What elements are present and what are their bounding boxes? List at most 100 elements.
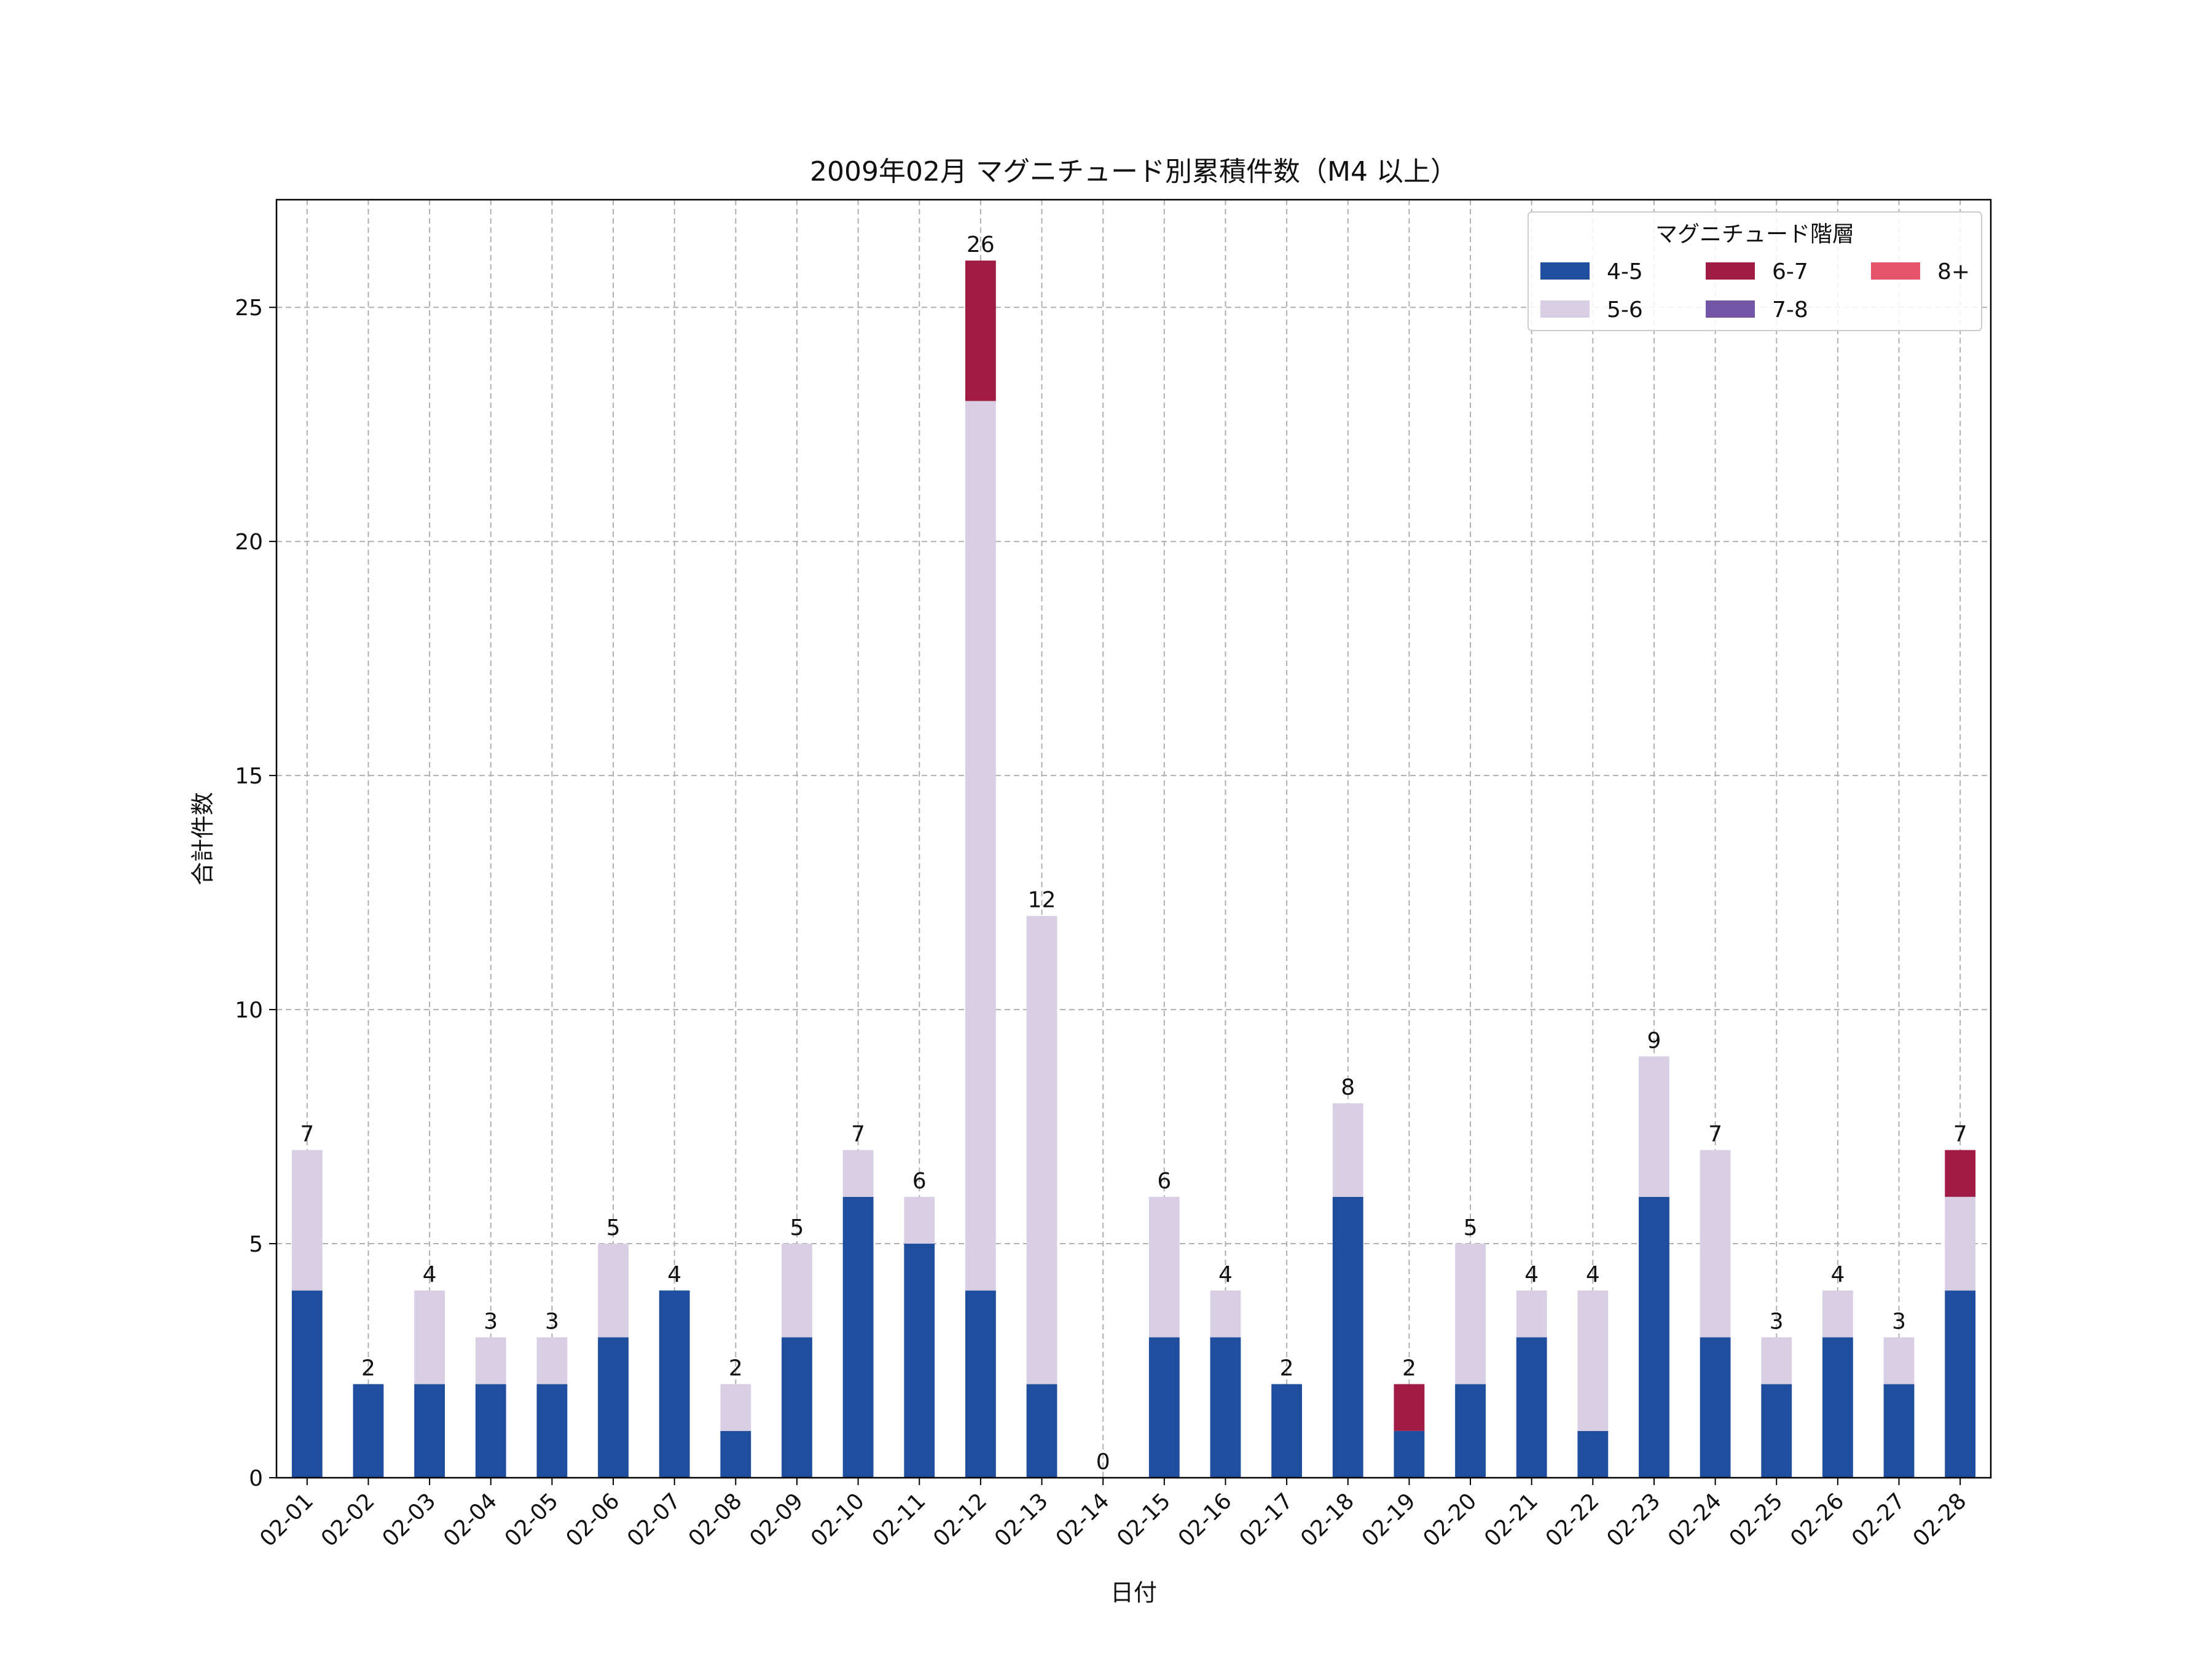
bar-total-label: 4: [423, 1262, 437, 1287]
bar-segment-6-7: [965, 261, 996, 401]
legend-label-7-8: 7-8: [1772, 297, 1808, 323]
bar-segment-4-5: [1945, 1290, 1976, 1478]
legend-swatch-6-7: [1706, 262, 1755, 280]
bar-segment-4-5: [414, 1384, 445, 1478]
bar-segment-5-6: [414, 1290, 445, 1384]
bar-segment-4-5: [1700, 1337, 1731, 1478]
legend-label-5-6: 5-6: [1607, 297, 1643, 323]
bar-total-label: 2: [1280, 1356, 1294, 1381]
legend-swatch-7-8: [1706, 300, 1755, 318]
bar-total-label: 5: [790, 1215, 804, 1241]
bar-segment-5-6: [782, 1244, 812, 1338]
bar-segment-5-6: [965, 401, 996, 1291]
bar-total-label: 5: [606, 1215, 621, 1241]
bar-segment-4-5: [1639, 1196, 1669, 1478]
bar-segment-4-5: [353, 1384, 384, 1478]
bar-total-label: 12: [1028, 888, 1056, 913]
bar-segment-5-6: [1700, 1150, 1731, 1338]
bar-total-label: 2: [1402, 1356, 1416, 1381]
bar-segment-5-6: [1761, 1337, 1792, 1384]
bar-segment-4-5: [965, 1290, 996, 1478]
bar-segment-4-5: [1148, 1337, 1180, 1478]
bar-segment-4-5: [1455, 1384, 1486, 1478]
bar-segment-5-6: [1148, 1196, 1180, 1338]
bar-segment-4-5: [1516, 1337, 1547, 1478]
bar-segment-5-6: [1945, 1196, 1976, 1291]
bar-segment-5-6: [598, 1244, 629, 1338]
legend-label-6-7: 6-7: [1772, 259, 1808, 284]
y-tick-label: 20: [235, 530, 263, 555]
bar-total-label: 4: [1218, 1262, 1233, 1287]
bar-total-label: 3: [1892, 1309, 1906, 1334]
bar-total-label: 3: [484, 1309, 498, 1334]
bars: [291, 261, 1976, 1478]
bar-segment-4-5: [1332, 1196, 1363, 1478]
chart-title: 2009年02月 マグニチュード別累積件数（M4 以上）: [810, 156, 1457, 187]
bar-segment-4-5: [1394, 1430, 1425, 1478]
bar-total-label: 8: [1341, 1075, 1355, 1100]
bar-segment-4-5: [1822, 1337, 1853, 1478]
y-axis-label: 合計件数: [189, 792, 216, 885]
bar-total-label: 3: [545, 1309, 559, 1334]
y-tick-label: 15: [235, 764, 263, 789]
bar-total-label: 7: [1708, 1122, 1722, 1147]
bar-total-label: 7: [1953, 1122, 1967, 1147]
bar-segment-5-6: [1455, 1244, 1486, 1384]
plot-frame: [275, 198, 1992, 1479]
bar-total-label: 2: [729, 1356, 743, 1381]
legend-swatch-5-6: [1540, 300, 1590, 318]
bar-total-label: 2: [361, 1356, 375, 1381]
bar-total-label: 0: [1096, 1449, 1110, 1475]
y-axis: 0 5 10 15 20 25: [235, 296, 276, 1491]
bar-segment-5-6: [1883, 1337, 1915, 1384]
bar-total-label: 4: [1524, 1262, 1539, 1287]
bar-total-label: 5: [1464, 1215, 1478, 1241]
bar-labels: 7 2 4 3 3 5 4 2 5 7 6 26 12 0 6 4 2 8 2 5 4 4 9 7 3 4 3 7: [300, 232, 1967, 1475]
y-tick-label: 10: [235, 998, 263, 1023]
y-tick-label: 0: [249, 1466, 263, 1491]
bar-total-label: 4: [1830, 1262, 1845, 1287]
y-tick-label: 5: [249, 1232, 263, 1257]
bar-segment-5-6: [1210, 1290, 1241, 1338]
bar-segment-5-6: [1822, 1290, 1853, 1338]
bar-segment-4-5: [842, 1196, 874, 1478]
bar-segment-4-5: [904, 1244, 935, 1478]
bar-total-label: 7: [300, 1122, 314, 1147]
bar-segment-5-6: [291, 1150, 323, 1291]
bar-segment-4-5: [598, 1337, 629, 1478]
legend-label-4-5: 4-5: [1607, 259, 1643, 284]
bar-segment-4-5: [1210, 1337, 1241, 1478]
bar-total-label: 7: [851, 1122, 865, 1147]
y-tick-label: 25: [235, 296, 263, 321]
bar-total-label: 4: [667, 1262, 681, 1287]
bar-total-label: 6: [1157, 1169, 1171, 1194]
bar-segment-4-5: [1761, 1384, 1792, 1478]
legend-label-8+: 8+: [1937, 259, 1970, 284]
bar-segment-4-5: [291, 1290, 323, 1478]
bar-segment-4-5: [1271, 1384, 1303, 1478]
bar-total-label: 6: [912, 1169, 927, 1194]
bar-segment-6-7: [1394, 1384, 1425, 1431]
bar-segment-5-6: [720, 1384, 751, 1431]
bar-segment-5-6: [1639, 1056, 1669, 1197]
bar-segment-4-5: [536, 1384, 568, 1478]
bar-segment-4-5: [659, 1290, 690, 1478]
bar-segment-4-5: [782, 1337, 812, 1478]
bar-total-label: 4: [1586, 1262, 1600, 1287]
bar-segment-5-6: [475, 1337, 506, 1384]
bar-segment-4-5: [720, 1430, 751, 1478]
legend-swatch-4-5: [1540, 262, 1590, 280]
bar-segment-6-7: [1945, 1150, 1976, 1197]
legend-title: マグニチュード階層: [1655, 222, 1854, 247]
bar-segment-5-6: [904, 1196, 935, 1244]
bar-segment-4-5: [1577, 1430, 1609, 1478]
bar-segment-5-6: [1332, 1103, 1363, 1197]
bar-total-label: 9: [1647, 1028, 1661, 1053]
legend: マグニチュード階層 4-5 5-6 6-7 7-8 8+: [1528, 211, 1982, 331]
legend-swatch-8+: [1871, 262, 1920, 280]
bar-segment-5-6: [842, 1150, 874, 1197]
legend-items: 4-5 5-6 6-7 7-8 8+: [1540, 259, 1970, 323]
bar-segment-4-5: [1883, 1384, 1915, 1478]
bar-segment-5-6: [1516, 1290, 1547, 1338]
